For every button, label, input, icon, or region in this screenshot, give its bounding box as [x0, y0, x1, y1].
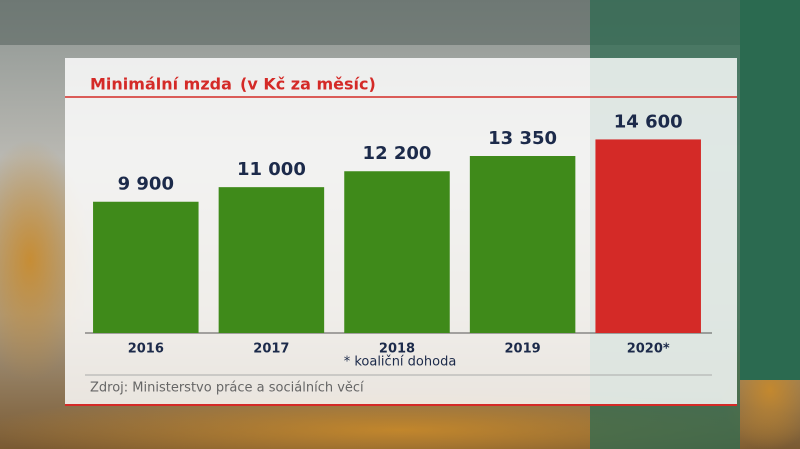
chart-title: Minimální mzda — [90, 75, 232, 94]
x-tick-label: 2016 — [128, 342, 164, 357]
bar — [469, 156, 576, 333]
x-tick-label: 2019 — [505, 342, 541, 357]
value-label: 9 900 — [118, 174, 174, 195]
note: * koaliční dohoda — [344, 355, 457, 370]
value-label: 14 600 — [614, 111, 683, 132]
value-label: 11 000 — [237, 159, 306, 180]
source: Zdroj: Ministerstvo práce a sociálních v… — [90, 381, 364, 396]
chart-subtitle: (v Kč za měsíc) — [240, 75, 376, 94]
bar — [595, 139, 701, 333]
x-tick-label: 2017 — [253, 342, 289, 357]
x-tick-label: 2018 — [379, 342, 415, 357]
bar — [218, 187, 325, 333]
value-label: 12 200 — [363, 143, 432, 164]
bar — [344, 171, 450, 333]
value-label: 13 350 — [488, 128, 557, 149]
x-tick-label: 2020* — [627, 342, 670, 357]
bar — [93, 201, 199, 333]
